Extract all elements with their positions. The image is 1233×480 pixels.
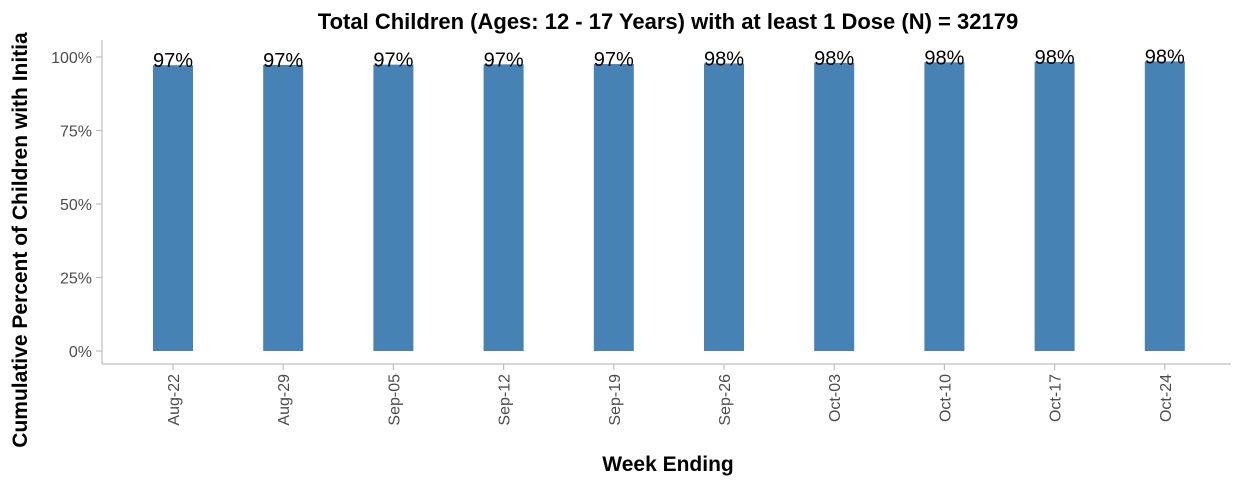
x-tick-label: Sep-19 xyxy=(607,374,624,426)
bar xyxy=(704,63,744,352)
x-tick-label: Oct-03 xyxy=(827,374,844,422)
x-tick-label: Aug-29 xyxy=(276,374,293,426)
data-label: 98% xyxy=(704,48,744,70)
x-tick-label: Aug-22 xyxy=(166,374,183,426)
bar xyxy=(1144,61,1185,351)
bar xyxy=(1034,61,1075,352)
bar xyxy=(153,65,193,352)
bar xyxy=(593,64,634,351)
data-label: 97% xyxy=(153,50,193,72)
y-axis-title: Cumulative Percent of Children with Init… xyxy=(9,32,32,448)
data-label: 98% xyxy=(924,47,964,69)
x-tick-label: Sep-26 xyxy=(717,374,734,426)
bar xyxy=(263,64,304,352)
data-label: 97% xyxy=(263,50,303,72)
bar xyxy=(373,64,414,352)
data-label: 97% xyxy=(484,49,524,71)
y-tick-label: 0% xyxy=(69,344,92,361)
y-tick-label: 25% xyxy=(60,271,92,288)
bar xyxy=(924,62,965,352)
x-tick-label: Sep-12 xyxy=(497,374,514,426)
plot-area: 0% 25% 50% 75% 100% 97% Aug-22 97% Aug-29 97% Sep-… xyxy=(51,40,1231,426)
y-tick-label: 75% xyxy=(60,124,92,141)
x-tick-label: Oct-10 xyxy=(937,374,954,422)
x-tick-label: Oct-17 xyxy=(1048,374,1065,422)
data-label: 97% xyxy=(594,49,634,71)
data-label: 98% xyxy=(814,48,854,70)
y-tick-label: 100% xyxy=(51,50,92,67)
x-tick-label: Oct-24 xyxy=(1158,374,1175,422)
x-axis-title: Week Ending xyxy=(602,453,733,476)
bar xyxy=(483,64,524,351)
data-label: 98% xyxy=(1145,46,1185,68)
data-label: 97% xyxy=(373,50,413,72)
chart-title: Total Children (Ages: 12 - 17 Years) wit… xyxy=(318,9,1018,34)
x-tick-label: Sep-05 xyxy=(386,374,403,426)
bar xyxy=(814,62,855,351)
y-tick-label: 50% xyxy=(60,197,92,214)
data-label: 98% xyxy=(1035,47,1075,69)
